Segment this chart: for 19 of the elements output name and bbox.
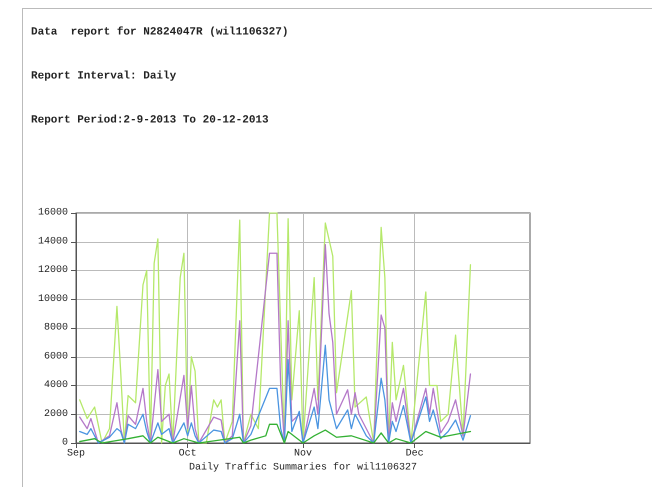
x-tick-label: Sep (66, 448, 86, 460)
y-tick-label: 14000 (38, 236, 68, 248)
y-tick-label: 16000 (38, 208, 68, 218)
x-axis-title: Daily Traffic Summaries for wil1106327 (188, 462, 418, 474)
chart-title: Data report for N2824047R (wil1106327) (31, 26, 288, 38)
line-series (79, 344, 472, 444)
y-tick-label: 2000 (44, 408, 68, 420)
y-tick-label: 6000 (44, 351, 68, 362)
y-tick-label: 8000 (44, 322, 68, 334)
chart-subtitle: Report Interval: Daily (31, 70, 177, 82)
y-tick-label: 4000 (44, 380, 68, 391)
x-tick-label: Oct (178, 448, 197, 460)
y-tick-label: 12000 (38, 265, 68, 276)
x-tick-label: Nov (294, 448, 312, 460)
text: Report Period:2-9-2013 To 20-12-2013 (31, 114, 270, 126)
x-tick-label: Dec (406, 448, 424, 460)
y-tick-label: 0 (62, 438, 68, 448)
line-series (79, 424, 472, 444)
y-tick-label: 10000 (38, 294, 68, 305)
